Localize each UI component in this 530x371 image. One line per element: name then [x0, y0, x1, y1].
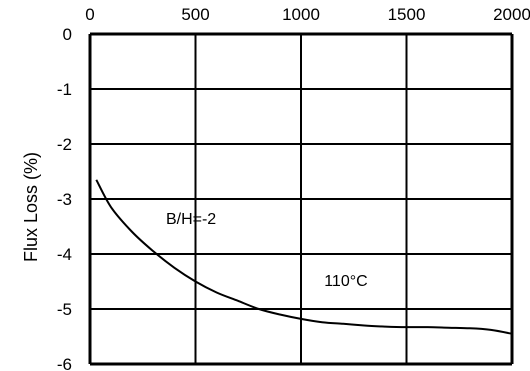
y-tick-label: -6: [57, 355, 72, 371]
x-tick-labels: 0 500 1000 1500 2000: [85, 5, 530, 24]
y-tick-labels: 0 -1 -2 -3 -4 -5 -6: [57, 25, 72, 371]
series-line: [95, 179, 513, 335]
annotation-bh-ratio: B/H=-2: [166, 211, 216, 228]
y-tick-label: -2: [57, 135, 72, 154]
x-tick-label: 500: [181, 5, 209, 24]
annotation-temperature: 110°C: [324, 273, 367, 290]
x-tick-label: 1500: [388, 5, 426, 24]
y-axis-label: Flux Loss (%): [21, 152, 41, 262]
y-tick-label: -4: [57, 245, 72, 264]
x-tick-label: 0: [85, 5, 94, 24]
plot-frame: [88, 32, 514, 366]
y-tick-label: -1: [57, 80, 72, 99]
y-tick-label: -5: [57, 300, 72, 319]
x-tick-label: 1000: [282, 5, 320, 24]
y-tick-label: -3: [57, 190, 72, 209]
y-tick-label: 0: [63, 25, 72, 44]
grid: [90, 34, 512, 364]
x-tick-label: 2000: [493, 5, 530, 24]
